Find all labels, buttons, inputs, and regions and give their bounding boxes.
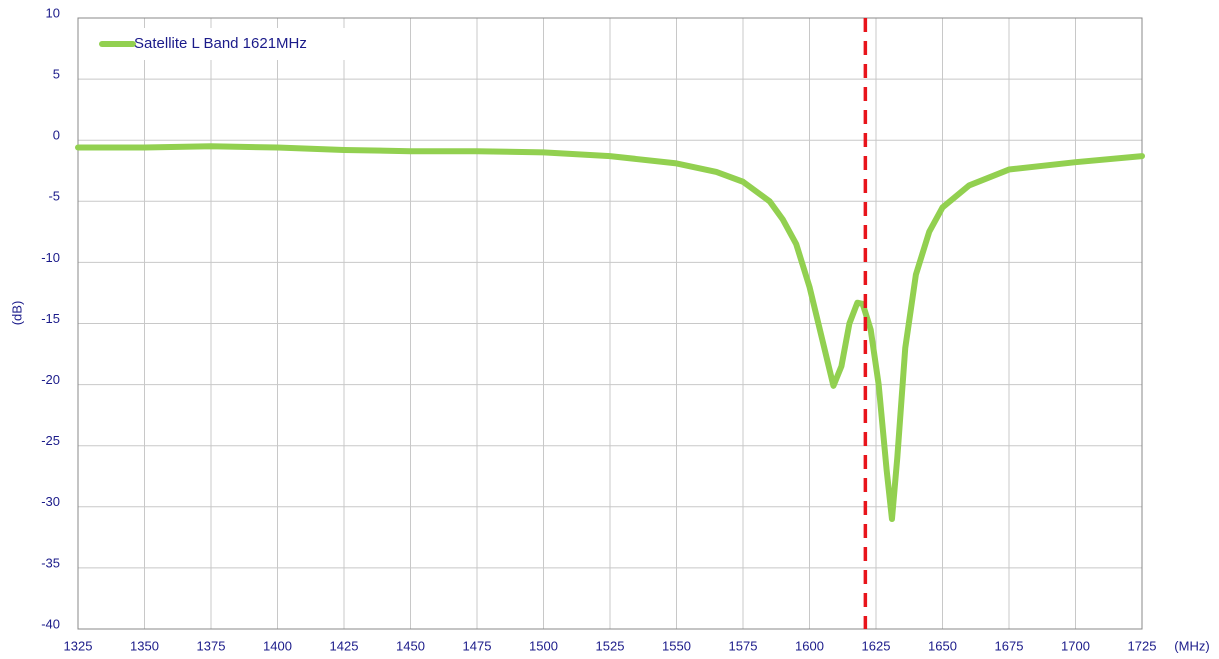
x-tick-label: 1525 [596, 638, 625, 653]
x-tick-label: 1325 [64, 638, 93, 653]
x-tick-label: 1600 [795, 638, 824, 653]
series-line [75, 143, 1145, 523]
x-tick-label: 1425 [330, 638, 359, 653]
y-tick-label: -35 [41, 555, 60, 570]
plot-border [77, 17, 1143, 630]
y-tick-label: 0 [53, 128, 60, 143]
x-tick-label: 1450 [396, 638, 425, 653]
x-tick-label: 1475 [463, 638, 492, 653]
x-tick-label: 1650 [928, 638, 957, 653]
x-tick-label: 1675 [995, 638, 1024, 653]
y-tick-label: 10 [46, 5, 60, 20]
y-tick-label: -5 [48, 189, 60, 204]
y-tick-label: -15 [41, 311, 60, 326]
y-tick-label: -25 [41, 433, 60, 448]
y-tick-label: -20 [41, 372, 60, 387]
x-tick-label: 1500 [529, 638, 558, 653]
x-tick-label: 1550 [662, 638, 691, 653]
x-tick-label: 1725 [1128, 638, 1157, 653]
x-tick-label: 1375 [197, 638, 226, 653]
y-axis-label: (dB) [9, 301, 24, 326]
x-tick-label: 1700 [1061, 638, 1090, 653]
x-tick-label: 1350 [130, 638, 159, 653]
y-tick-label: 5 [53, 67, 60, 82]
x-tick-label: 1625 [862, 638, 891, 653]
y-tick-label: -10 [41, 250, 60, 265]
x-tick-label: 1400 [263, 638, 292, 653]
y-tick-label: -40 [41, 616, 60, 631]
legend-box [95, 28, 357, 60]
x-axis-label: (MHz) [1174, 638, 1209, 653]
x-tick-label: 1575 [729, 638, 758, 653]
legend-label: Satellite L Band 1621MHz [134, 35, 307, 52]
y-tick-label: -30 [41, 494, 60, 509]
